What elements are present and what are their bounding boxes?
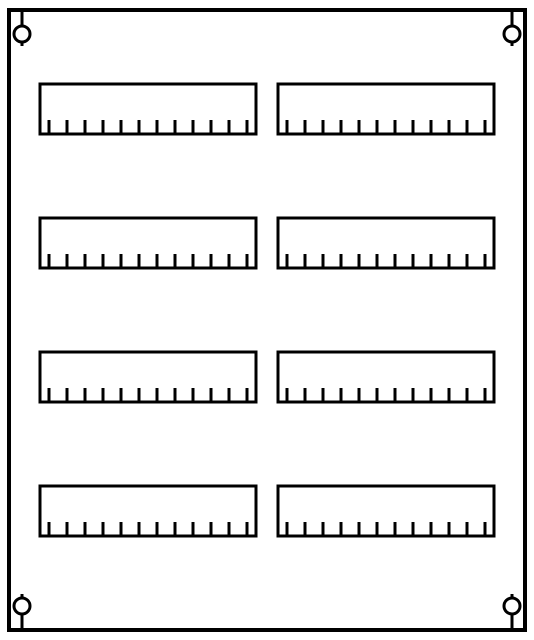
panel-diagram <box>0 0 534 640</box>
mounting-hole-circle <box>14 26 30 42</box>
mounting-hole-circle <box>504 26 520 42</box>
background <box>0 0 534 640</box>
mounting-hole-circle <box>504 598 520 614</box>
mounting-hole-circle <box>14 598 30 614</box>
